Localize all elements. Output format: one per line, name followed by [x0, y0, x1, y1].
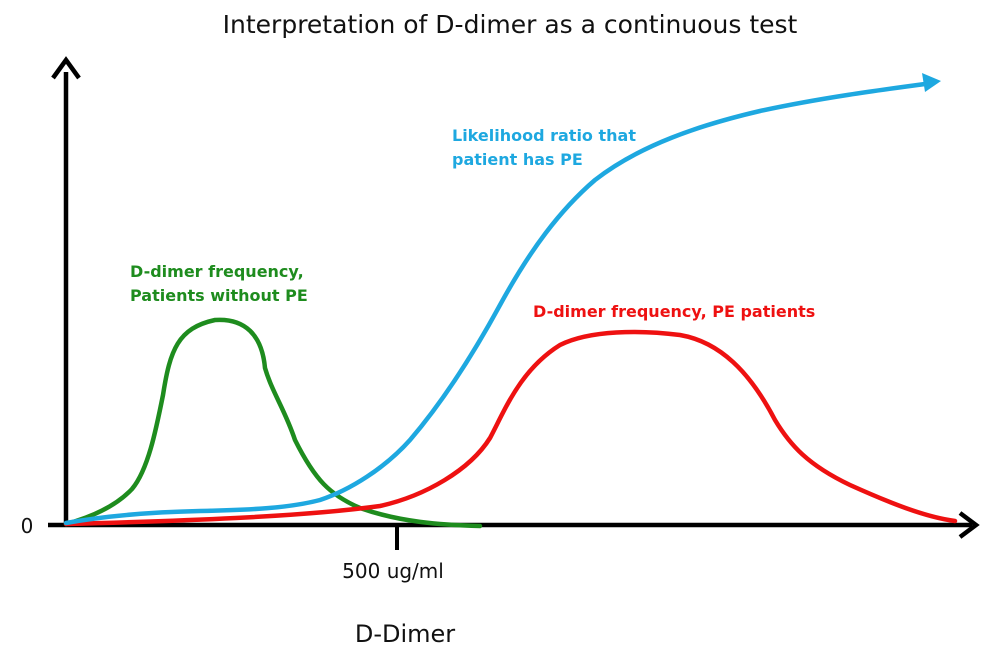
threshold-label: 500 ug/ml — [342, 559, 444, 583]
x-axis-label: D-Dimer — [355, 620, 455, 648]
label-pe: D-dimer frequency, PE patients — [533, 302, 815, 321]
curve-pe — [63, 329, 958, 527]
label-lr-line1: Likelihood ratio that — [452, 126, 636, 145]
label-lr-line2: patient has PE — [452, 150, 583, 169]
label-no-pe-line2: Patients without PE — [130, 286, 308, 305]
label-no-pe: D-dimer frequency, Patients without PE — [130, 262, 309, 305]
label-lr: Likelihood ratio that patient has PE — [452, 126, 642, 169]
x-axis — [48, 511, 980, 550]
y-axis — [51, 56, 81, 525]
curve-lr — [63, 81, 928, 526]
y-axis-arrowhead-icon — [51, 56, 81, 80]
lr-arrowhead-icon — [922, 73, 941, 92]
diagram-title: Interpretation of D-dimer as a continuou… — [223, 10, 798, 39]
origin-label: 0 — [21, 514, 34, 538]
label-no-pe-line1: D-dimer frequency, — [130, 262, 304, 281]
x-axis-arrowhead-icon — [958, 511, 980, 539]
